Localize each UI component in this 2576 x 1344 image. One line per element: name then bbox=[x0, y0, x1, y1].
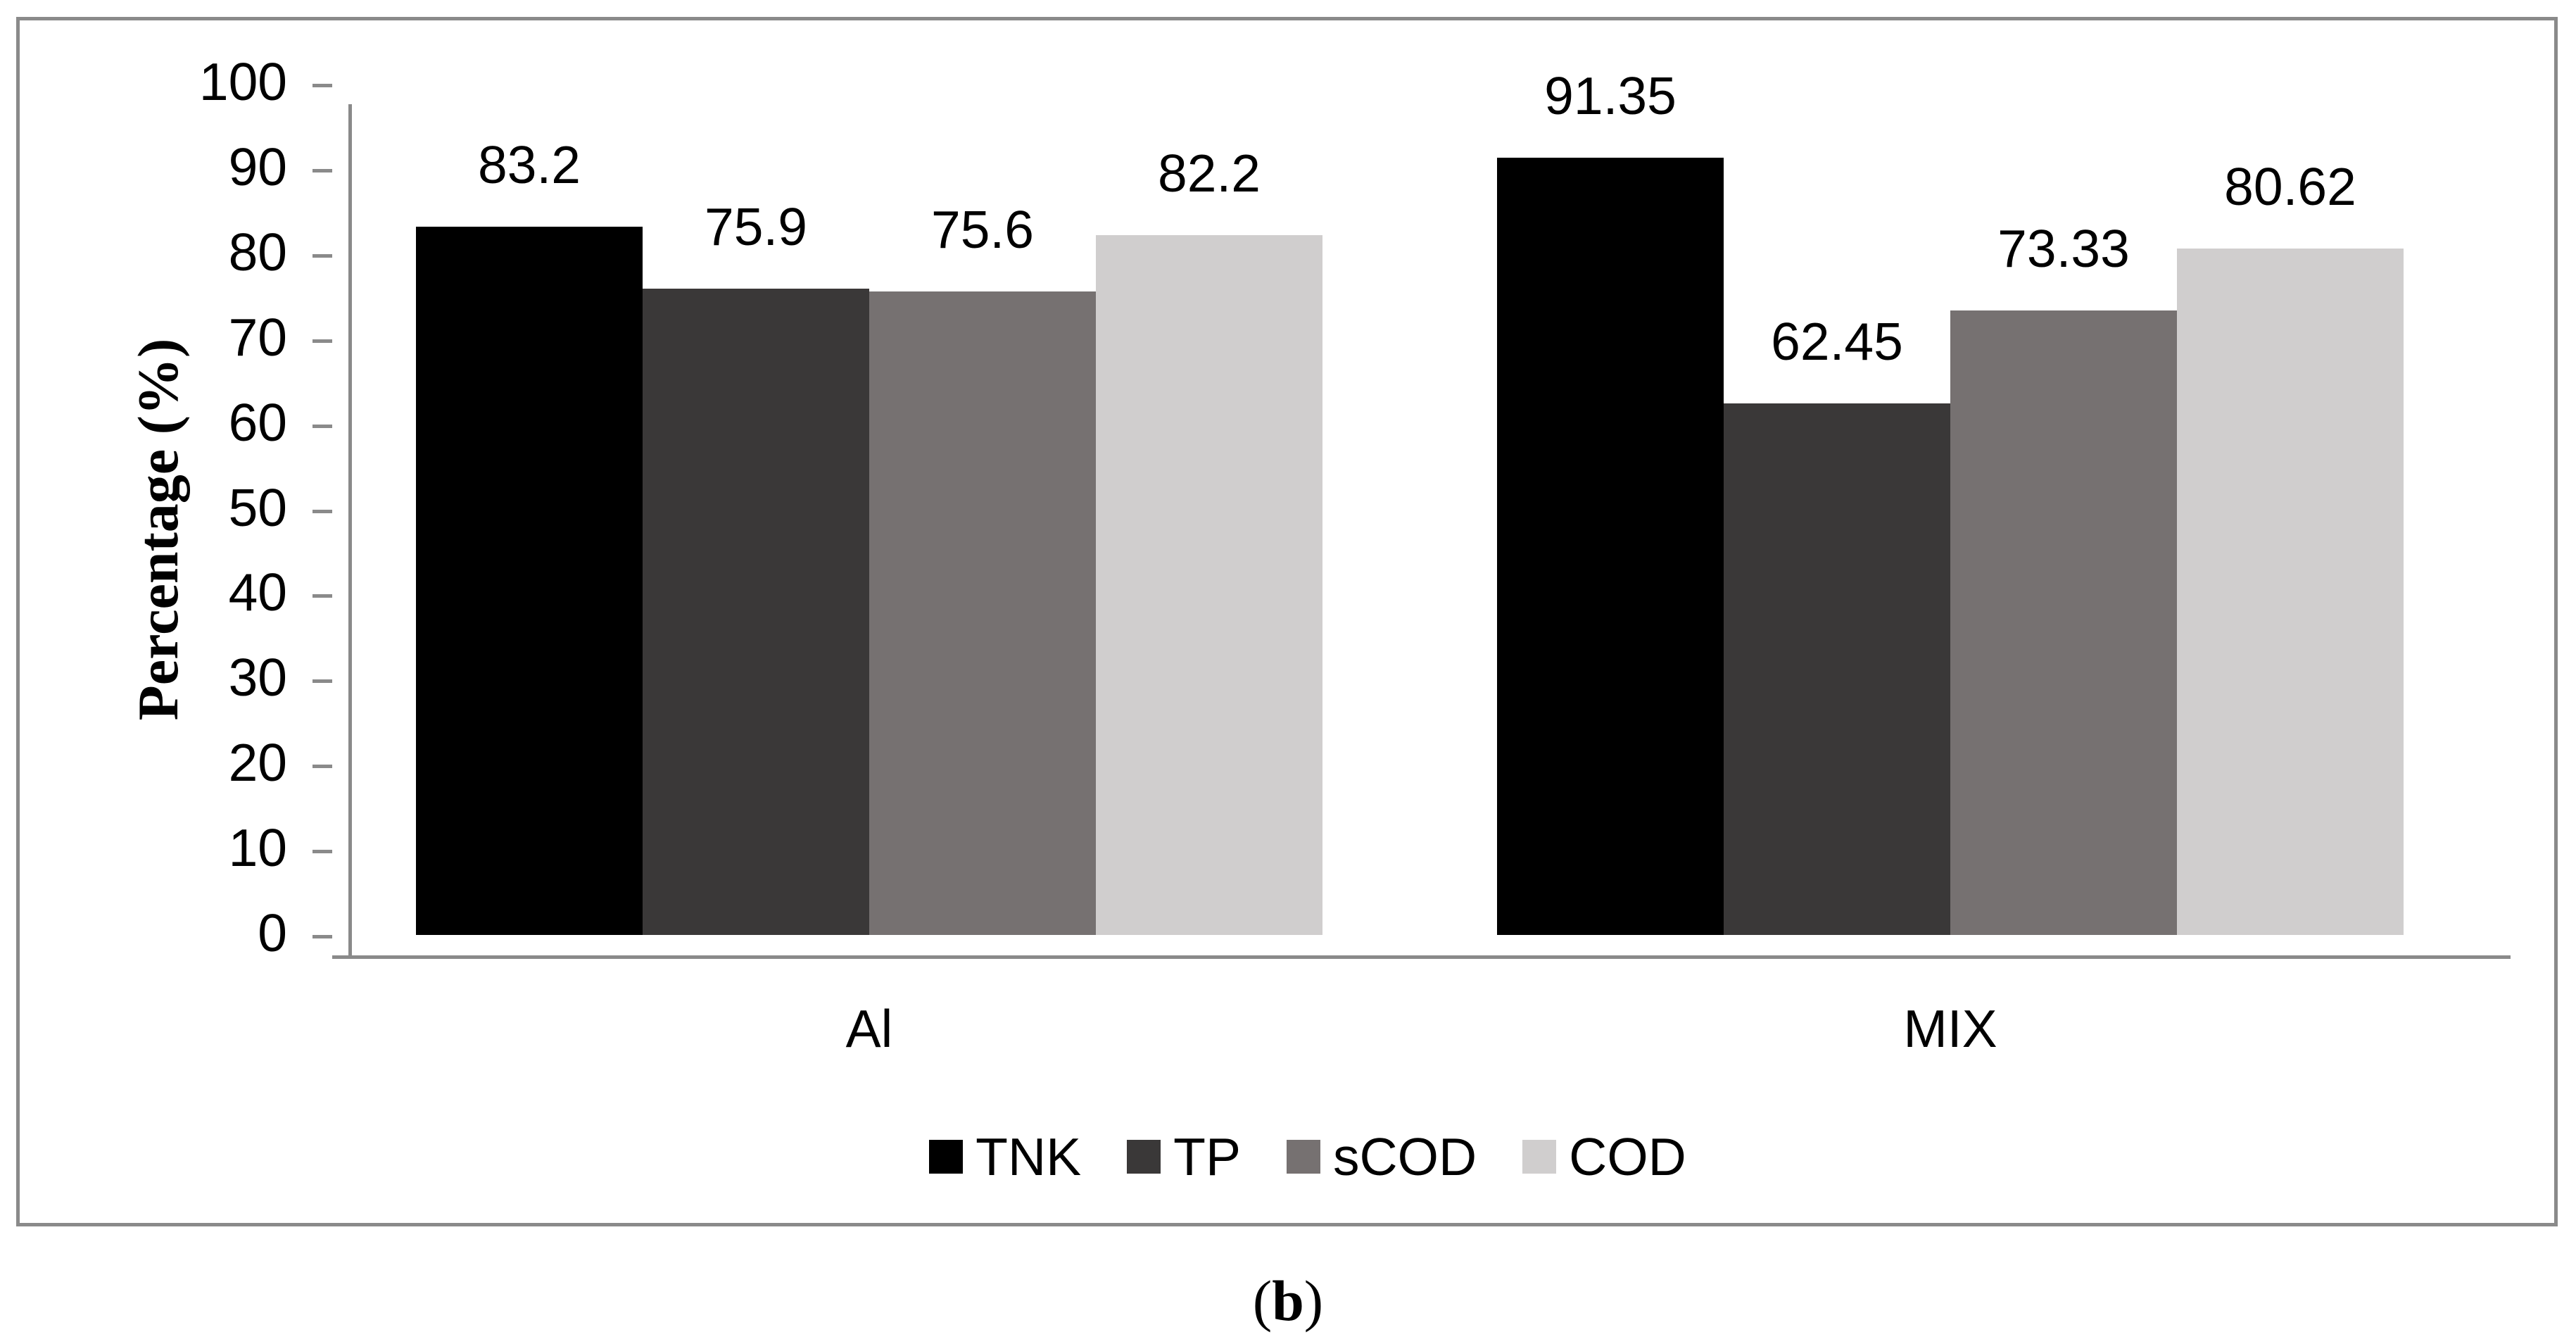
y-axis-tick-label-70: 70 bbox=[228, 307, 287, 367]
y-axis-tick-70 bbox=[312, 339, 332, 343]
y-axis-tick-label-100: 100 bbox=[198, 52, 287, 111]
bar-value-label-Al-COD: 82.2 bbox=[1158, 144, 1261, 203]
bar-MIX-COD bbox=[2177, 249, 2404, 935]
legend-swatch-sCOD bbox=[1287, 1140, 1320, 1174]
y-axis-tick-label-40: 40 bbox=[228, 563, 287, 622]
bar-Al-COD bbox=[1096, 235, 1322, 935]
caption-paren-close: ) bbox=[1303, 1269, 1324, 1333]
y-axis-tick-10 bbox=[312, 850, 332, 854]
y-axis-tick-20 bbox=[312, 765, 332, 769]
y-axis-tick-40 bbox=[312, 594, 332, 598]
y-axis-tick-60 bbox=[312, 424, 332, 428]
bar-MIX-TNK bbox=[1497, 157, 1724, 935]
legend-swatch-TNK bbox=[929, 1140, 964, 1174]
chart-legend: TNK TP sCOD COD bbox=[20, 1130, 2576, 1183]
bar-value-label-Al-TNK: 83.2 bbox=[478, 135, 581, 195]
y-axis-tick-50 bbox=[312, 509, 332, 513]
bar-value-label-Al-TP: 75.9 bbox=[705, 197, 807, 257]
legend-label-TNK: TNK bbox=[976, 1126, 1082, 1186]
y-axis-tick-label-0: 0 bbox=[258, 903, 287, 962]
x-axis-label-Al: Al bbox=[845, 999, 893, 1058]
bar-Al-TNK bbox=[416, 227, 643, 935]
x-axis-baseline bbox=[332, 955, 2511, 959]
bar-value-label-MIX-sCOD: 73.33 bbox=[1997, 219, 2130, 279]
caption-paren-open: ( bbox=[1252, 1269, 1273, 1333]
bar-MIX-TP bbox=[1724, 403, 1950, 935]
legend-swatch-TP bbox=[1127, 1140, 1161, 1174]
bar-Al-TP bbox=[643, 289, 869, 935]
bar-value-label-MIX-TNK: 91.35 bbox=[1544, 65, 1677, 125]
bar-value-label-Al-sCOD: 75.6 bbox=[931, 199, 1034, 259]
bar-Al-sCOD bbox=[869, 291, 1096, 935]
y-axis-tick-90 bbox=[312, 168, 332, 172]
legend-item-sCOD: sCOD bbox=[1287, 1126, 1477, 1186]
legend-label-TP: TP bbox=[1173, 1126, 1241, 1186]
legend-item-COD: COD bbox=[1522, 1126, 1686, 1186]
legend-label-COD: COD bbox=[1569, 1126, 1686, 1186]
legend-swatch-COD bbox=[1522, 1140, 1557, 1174]
legend-item-TP: TP bbox=[1127, 1126, 1241, 1186]
y-axis-tick-label-90: 90 bbox=[228, 137, 287, 196]
caption-letter: b bbox=[1272, 1269, 1304, 1333]
y-axis-tick-100 bbox=[312, 84, 332, 87]
y-axis-tick-label-80: 80 bbox=[228, 222, 287, 282]
bar-MIX-sCOD bbox=[1950, 310, 2177, 935]
bar-value-label-MIX-COD: 80.62 bbox=[2224, 157, 2356, 217]
y-axis-line bbox=[348, 104, 352, 959]
y-axis-tick-0 bbox=[312, 935, 332, 938]
y-axis-tick-30 bbox=[312, 679, 332, 684]
y-axis-tick-label-30: 30 bbox=[228, 648, 287, 708]
y-axis-tick-80 bbox=[312, 253, 332, 258]
y-axis-tick-label-10: 10 bbox=[228, 818, 287, 878]
y-axis-tick-label-20: 20 bbox=[228, 733, 287, 793]
x-axis-label-MIX: MIX bbox=[1903, 999, 1997, 1058]
y-axis-tick-label-60: 60 bbox=[228, 392, 287, 452]
chart-figure-box: Percentage (%) 0 10 20 30 40 50 60 70 80 90 100 83… bbox=[16, 17, 2558, 1226]
legend-label-sCOD: sCOD bbox=[1333, 1126, 1477, 1186]
legend-item-TNK: TNK bbox=[929, 1126, 1082, 1186]
bar-value-label-MIX-TP: 62.45 bbox=[1771, 311, 1903, 371]
y-axis-tick-label-50: 50 bbox=[228, 477, 287, 537]
figure-caption: (b) bbox=[0, 1266, 2576, 1336]
